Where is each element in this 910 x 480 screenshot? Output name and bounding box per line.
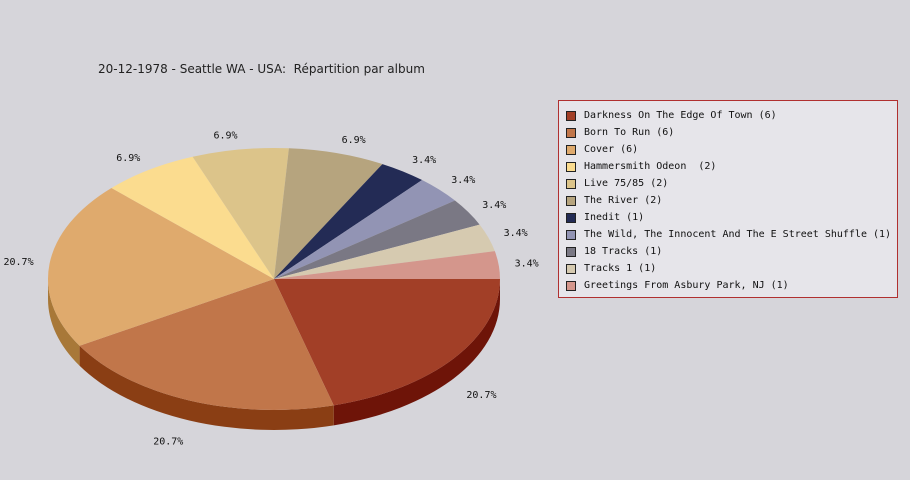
pie-slice-side bbox=[333, 279, 501, 426]
legend-label: Greetings From Asbury Park, NJ (1) bbox=[584, 280, 789, 291]
pie-slice bbox=[274, 148, 383, 279]
pie-slice bbox=[274, 279, 500, 406]
pie-slice bbox=[274, 200, 480, 279]
legend-item: The Wild, The Innocent And The E Street … bbox=[566, 226, 897, 243]
pie-slice bbox=[111, 156, 274, 279]
pie-slice-side bbox=[79, 345, 334, 430]
pie-slice bbox=[274, 180, 455, 279]
legend-item: Tracks 1 (1) bbox=[566, 260, 897, 277]
legend-item: Greetings From Asbury Park, NJ (1) bbox=[566, 277, 897, 294]
legend-label: Tracks 1 (1) bbox=[584, 263, 657, 274]
legend-item: 18 Tracks (1) bbox=[566, 243, 897, 260]
legend-label: Hammersmith Odeon (2) bbox=[584, 161, 717, 172]
legend-swatch bbox=[566, 246, 576, 257]
legend-label: Cover (6) bbox=[584, 144, 639, 155]
pie-slice bbox=[274, 224, 495, 279]
slice-percent-label: 3.4% bbox=[515, 259, 539, 270]
legend-item: Cover (6) bbox=[566, 141, 897, 158]
legend-swatch bbox=[566, 144, 576, 155]
slice-percent-label: 3.4% bbox=[482, 200, 506, 211]
chart-title: 20-12-1978 - Seattle WA - USA: Répartiti… bbox=[98, 62, 425, 76]
legend-item: Live 75/85 (2) bbox=[566, 175, 897, 192]
legend-swatch bbox=[566, 161, 576, 172]
pie-slice bbox=[192, 148, 289, 279]
pie-slice bbox=[274, 251, 500, 279]
legend-item: Hammersmith Odeon (2) bbox=[566, 158, 897, 175]
slice-percent-label: 20.7% bbox=[153, 436, 183, 447]
pie-slice bbox=[47, 187, 274, 346]
pie-slice-side bbox=[48, 279, 80, 366]
legend: Darkness On The Edge Of Town (6) Born To … bbox=[558, 100, 898, 298]
legend-swatch bbox=[566, 127, 576, 138]
legend-swatch bbox=[566, 280, 576, 291]
legend-swatch bbox=[566, 110, 576, 121]
legend-label: Inedit (1) bbox=[584, 212, 645, 223]
legend-label: The River (2) bbox=[584, 195, 663, 206]
legend-label: Born To Run (6) bbox=[584, 127, 675, 138]
legend-item: Inedit (1) bbox=[566, 209, 897, 226]
legend-swatch bbox=[566, 212, 576, 223]
legend-label: 18 Tracks (1) bbox=[584, 246, 663, 257]
legend-item: Darkness On The Edge Of Town (6) bbox=[566, 107, 897, 124]
legend-swatch bbox=[566, 263, 576, 274]
slice-percent-label: 20.7% bbox=[3, 257, 33, 268]
legend-swatch bbox=[566, 178, 576, 189]
legend-label: The Wild, The Innocent And The E Street … bbox=[584, 229, 892, 240]
slice-percent-label: 20.7% bbox=[466, 390, 496, 401]
legend-label: Darkness On The Edge Of Town (6) bbox=[584, 110, 777, 121]
slice-percent-label: 3.4% bbox=[451, 175, 475, 186]
legend-item: The River (2) bbox=[566, 192, 897, 209]
legend-swatch bbox=[566, 195, 576, 206]
legend-label: Live 75/85 (2) bbox=[584, 178, 669, 189]
pie-slice bbox=[274, 164, 423, 279]
slice-percent-label: 6.9% bbox=[214, 131, 238, 142]
slice-percent-label: 3.4% bbox=[504, 228, 528, 239]
slice-percent-label: 3.4% bbox=[412, 155, 436, 166]
slice-percent-label: 6.9% bbox=[116, 153, 140, 164]
legend-item: Born To Run (6) bbox=[566, 124, 897, 141]
pie-slice bbox=[79, 279, 334, 410]
slice-percent-label: 6.9% bbox=[342, 135, 366, 146]
legend-swatch bbox=[566, 229, 576, 240]
